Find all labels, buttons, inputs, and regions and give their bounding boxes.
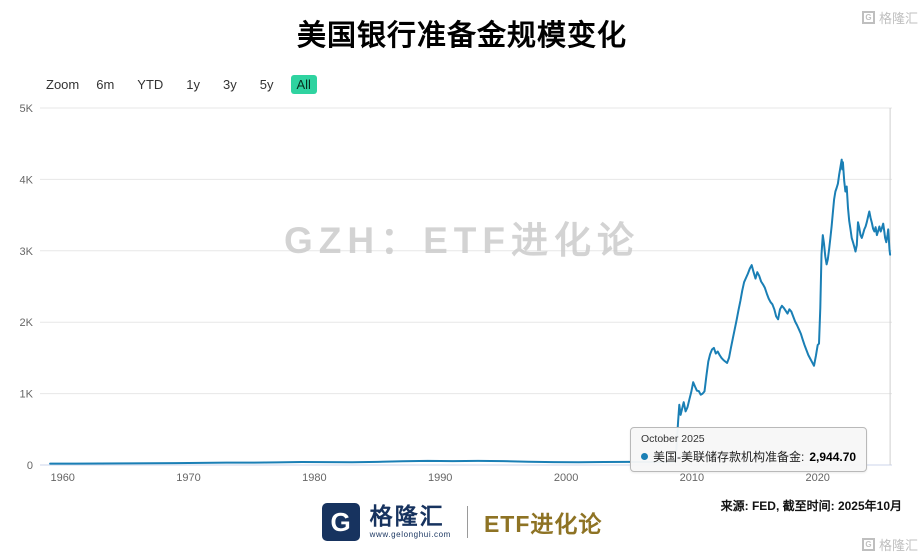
svg-text:2000: 2000: [554, 472, 578, 484]
brand-name: 格隆汇: [369, 502, 445, 529]
chart-area[interactable]: 0 1K 2K 3K 4K 5K 1960 1970 1980 1990 2000 2010 2020 …: [0, 100, 924, 485]
svg-text:1K: 1K: [20, 389, 34, 401]
range-button-3y[interactable]: 3y: [217, 75, 243, 94]
source-note: 来源: FED, 截至时间: 2025年10月: [720, 499, 902, 513]
watermark-brand-text: 格隆汇: [878, 11, 918, 26]
tooltip-series-label: 美国-美联储存款机构准备金:: [653, 450, 805, 464]
logo-letter: G: [330, 506, 351, 537]
svg-text:1970: 1970: [176, 472, 200, 484]
footer-slogan: ETF进化论: [483, 511, 603, 537]
series-dot-icon: [641, 453, 648, 460]
range-button-all[interactable]: All: [290, 75, 317, 94]
footer-brand: G 格隆汇 www.gelonghui.com ETF进化论: [0, 503, 924, 541]
gelonghui-logo-icon: G: [321, 503, 360, 541]
gelonghui-mini-logo-icon: G: [861, 11, 875, 24]
tooltip-series-row: 美国-美联储存款机构准备金: 2,944.70: [641, 448, 856, 465]
range-button-5y[interactable]: 5y: [254, 75, 280, 94]
brand-url: www.gelonghui.com: [369, 530, 451, 540]
tooltip-date: October 2025: [641, 433, 705, 445]
svg-text:2010: 2010: [680, 472, 704, 484]
svg-text:0: 0: [27, 460, 33, 472]
svg-text:3K: 3K: [20, 246, 34, 258]
brand-text: 格隆汇 www.gelonghui.com: [369, 502, 451, 540]
svg-text:5K: 5K: [20, 103, 34, 115]
range-selector: Zoom 6m YTD 1y 3y 5y All: [46, 75, 317, 94]
svg-text:1980: 1980: [302, 472, 326, 484]
svg-text:4K: 4K: [20, 174, 34, 186]
page-title: 美国银行准备金规模变化: [296, 20, 627, 52]
watermark-bottom-right: G 格隆汇: [861, 535, 918, 554]
tooltip-value: 2,944.70: [809, 449, 857, 464]
chart-tooltip: October 2025 美国-美联储存款机构准备金: 2,944.70: [630, 427, 868, 472]
range-button-1y[interactable]: 1y: [180, 75, 206, 94]
range-button-ytd[interactable]: YTD: [131, 75, 169, 94]
svg-text:1960: 1960: [50, 472, 74, 484]
watermark-brand-text: 格隆汇: [878, 538, 918, 553]
gelonghui-mini-logo-icon: G: [861, 538, 875, 551]
range-button-6m[interactable]: 6m: [90, 75, 120, 94]
zoom-label: Zoom: [46, 77, 80, 92]
svg-text:2K: 2K: [20, 317, 34, 329]
watermark-top-right: G 格隆汇: [861, 8, 918, 27]
svg-text:1990: 1990: [428, 472, 452, 484]
svg-text:2020: 2020: [805, 472, 829, 484]
footer-divider: [466, 506, 468, 538]
